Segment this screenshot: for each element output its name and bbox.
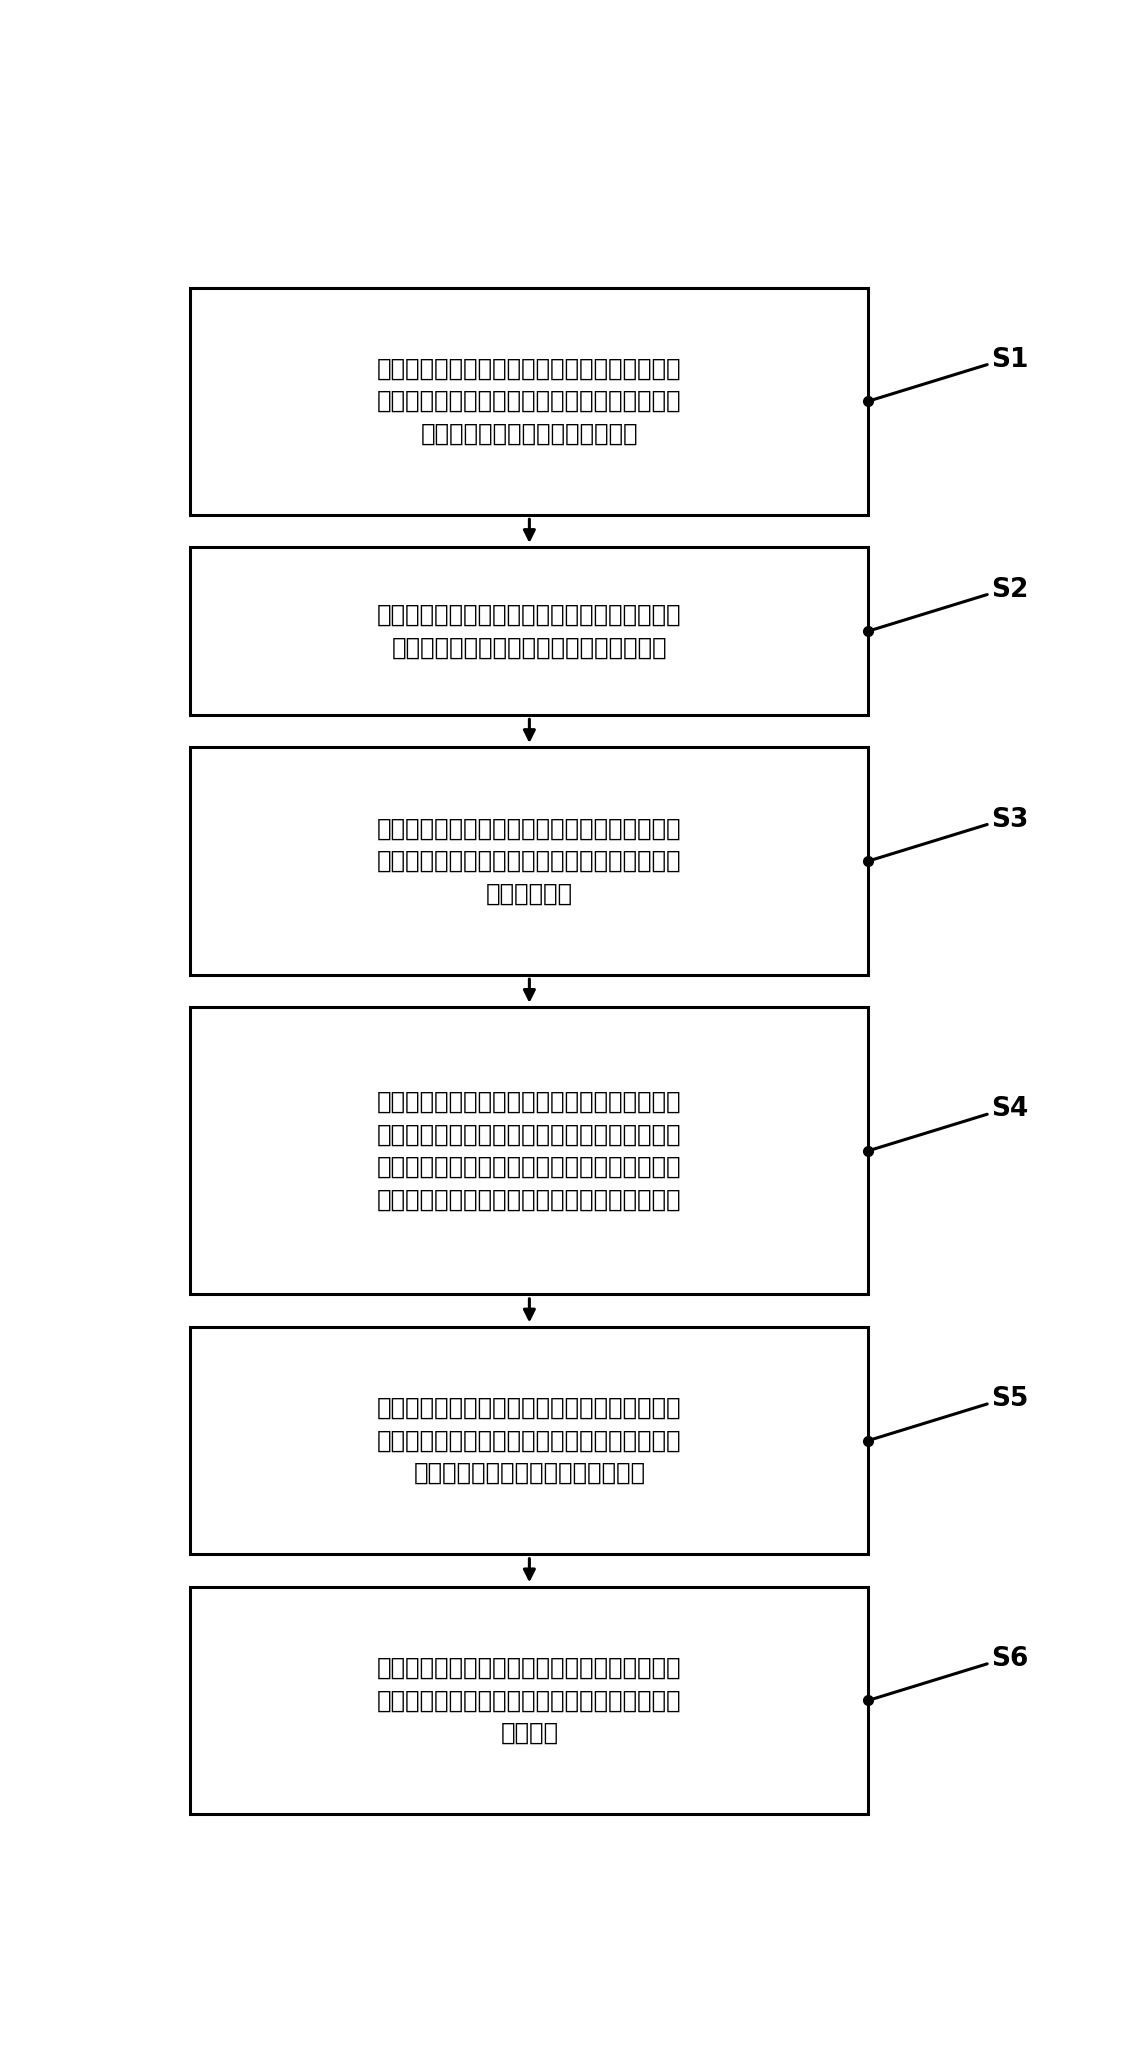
Text: 根据被检奥氏体不锈钢管道对接焊缝制作模拟验
证试块，根据基准灵敏度曲线设置检测灵敏度，
确保整个检测范围内检测灵敏度一致且其缺陷能
完全检出，根据误差情况调整检: 根据被检奥氏体不锈钢管道对接焊缝制作模拟验 证试块，根据基准灵敏度曲线设置检测灵… (377, 1090, 682, 1212)
Bar (191, 1328, 868, 1555)
Text: S1: S1 (992, 347, 1029, 374)
Bar (191, 748, 868, 975)
Bar (191, 1586, 868, 1813)
Bar (191, 547, 868, 714)
Text: S3: S3 (992, 807, 1029, 832)
Text: 根据被检奥氏体不锈钢管壁厚度，选用合适的灵
敏度对比试块，根据设定的检测仪参数制作基准
灵敏度曲线；: 根据被检奥氏体不锈钢管壁厚度，选用合适的灵 敏度对比试块，根据设定的检测仪参数制… (377, 816, 682, 907)
Text: S6: S6 (992, 1646, 1029, 1673)
Bar (191, 1008, 868, 1295)
Text: 根据焊缝的坡口形式、被检奥氏体不锈钢管壁厚
度建立试样模型，对检测仪参数进行设定；: 根据焊缝的坡口形式、被检奥氏体不锈钢管壁厚 度建立试样模型，对检测仪参数进行设定… (377, 603, 682, 659)
Text: 对被检奥氏体不锈钢管道对接焊缝两侧母材进行
表面处理，连接超声相控阵检测仪和相控阵操作
系统，并安装机械扫查器和楔块；: 对被检奥氏体不锈钢管道对接焊缝两侧母材进行 表面处理，连接超声相控阵检测仪和相控… (377, 357, 682, 446)
Text: S2: S2 (992, 576, 1029, 603)
Text: 对超声相控阵检测仪中生成的扫查文件进行有无
缺陷的定性分析，所述缺陷包括裂纹、未熔合、
未焊透。: 对超声相控阵检测仪中生成的扫查文件进行有无 缺陷的定性分析，所述缺陷包括裂纹、未… (377, 1656, 682, 1745)
Text: S5: S5 (992, 1386, 1029, 1412)
Bar (191, 287, 868, 514)
Text: 根据调整后的检测工艺校准超声相控阵检测仪，
并对被检焊缝及焊缝两侧的母材进行单面双侧或
单面单侧沿线扫查，记录检测数据；: 根据调整后的检测工艺校准超声相控阵检测仪， 并对被检焊缝及焊缝两侧的母材进行单面… (377, 1396, 682, 1485)
Text: S4: S4 (992, 1097, 1029, 1123)
